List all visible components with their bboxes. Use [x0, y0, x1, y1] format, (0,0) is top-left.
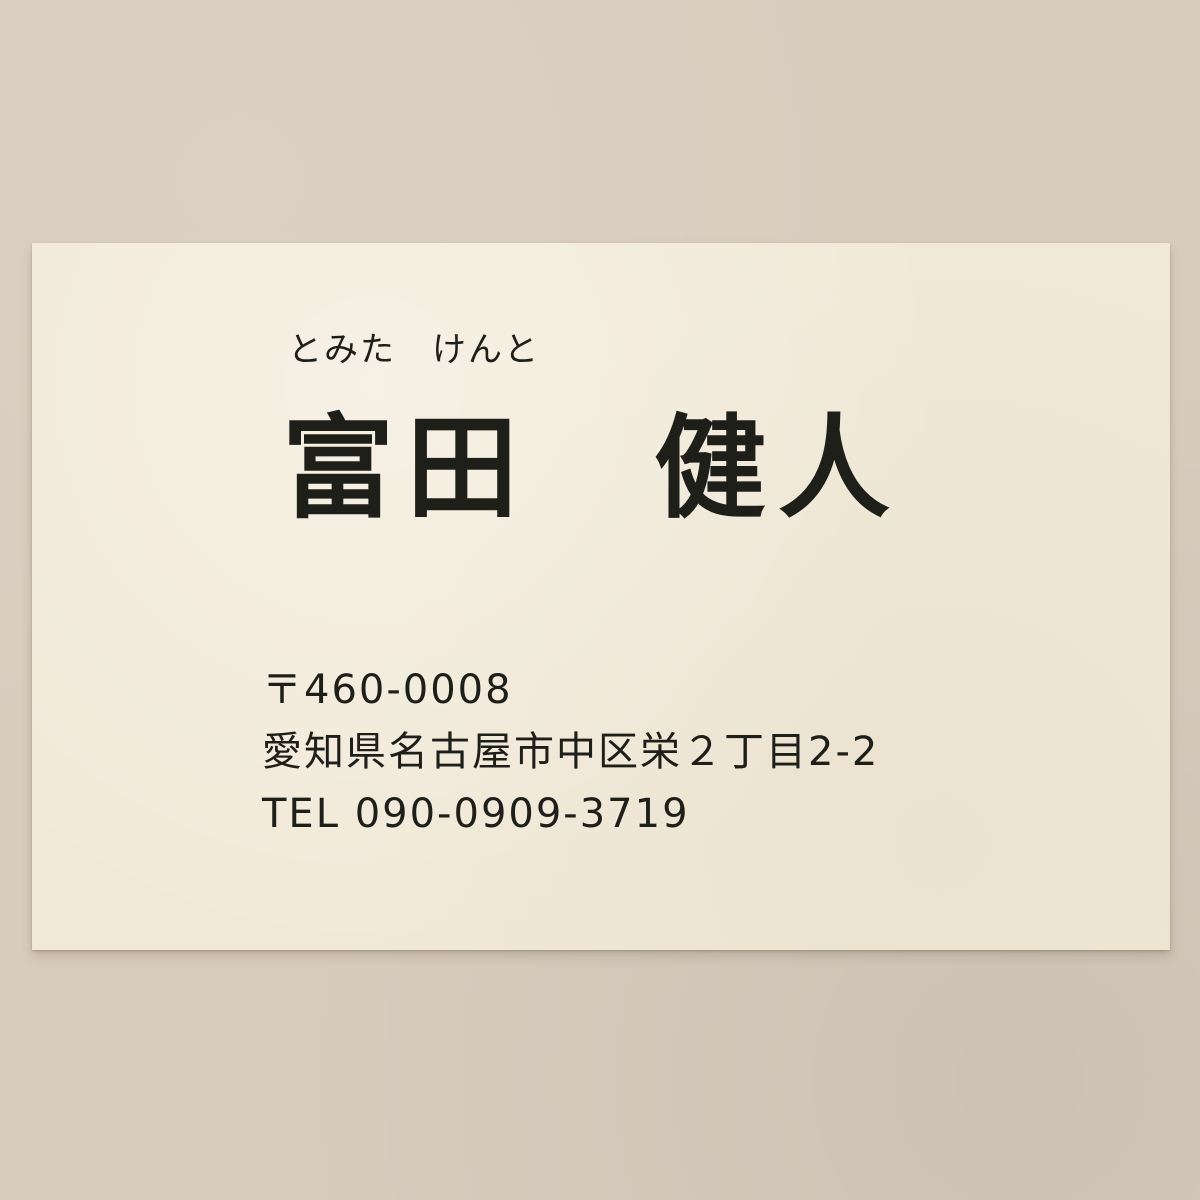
address: 愛知県名古屋市中区栄２丁目2-2 — [262, 729, 880, 775]
name-furigana: とみた けんと — [288, 330, 540, 370]
business-card: とみた けんと 富田 健人 〒460-0008 愛知県名古屋市中区栄２丁目2-2… — [32, 243, 1170, 950]
person-name: 富田 健人 — [282, 404, 902, 534]
contact-block: 〒460-0008 愛知県名古屋市中区栄２丁目2-2 TEL 090-0909-… — [262, 668, 879, 854]
phone-number: TEL 090-0909-3719 — [262, 791, 690, 837]
postal-code: 〒460-0008 — [262, 667, 513, 713]
